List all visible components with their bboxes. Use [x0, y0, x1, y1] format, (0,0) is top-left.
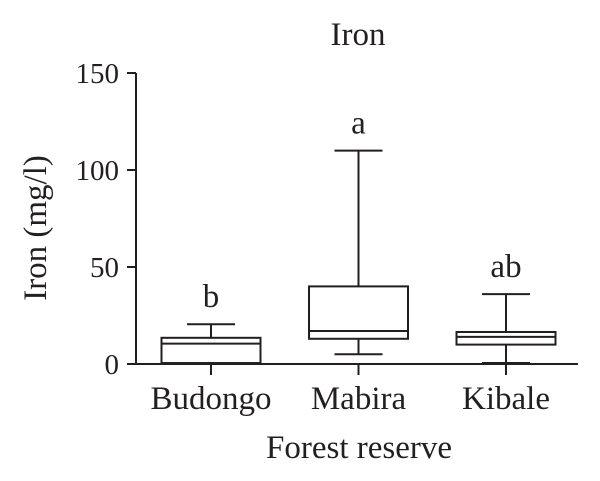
significance-letter: a	[351, 106, 366, 142]
significance-letter: ab	[490, 249, 521, 285]
plot-area: 0 50 100 150 Budongo Mabira Kibale b a ab	[76, 58, 578, 417]
x-tick-label: Budongo	[150, 381, 271, 417]
significance-letter: b	[203, 279, 220, 315]
y-tick-label: 100	[76, 155, 120, 187]
y-tick-label: 150	[76, 58, 120, 90]
chart-title: Iron	[331, 17, 386, 53]
x-axis-label: Forest reserve	[266, 430, 452, 466]
y-tick-label: 0	[105, 349, 120, 381]
box-iqr	[160, 336, 262, 365]
y-axis-label: Iron (mg/l)	[18, 155, 54, 301]
x-tick-label: Kibale	[462, 381, 550, 417]
x-tick-label: Mabira	[311, 381, 407, 417]
box-iqr	[455, 330, 557, 346]
y-tick-label: 50	[90, 252, 119, 284]
